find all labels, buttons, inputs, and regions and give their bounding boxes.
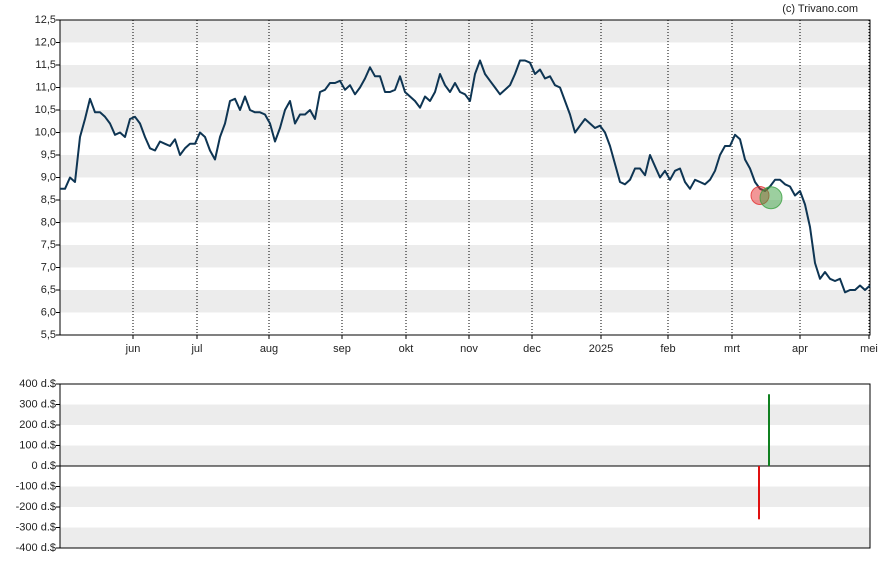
y-tick-label: 10,5 [35, 104, 56, 116]
y-tick-label: 7,5 [41, 239, 56, 251]
x-tick-label: aug [260, 343, 278, 355]
bar [758, 466, 760, 520]
y-tick-label: 0 d.$ [32, 460, 56, 472]
grid-stripe [60, 155, 870, 178]
y-tick-label: 400 d.$ [19, 378, 56, 390]
trade-marker [759, 186, 783, 210]
y-tick-label: 9,5 [41, 149, 56, 161]
y-tick-label: 8,0 [41, 216, 56, 228]
x-tick-label: sep [333, 343, 351, 355]
y-tick-label: 12,0 [35, 36, 56, 48]
x-tick-label: nov [460, 343, 478, 355]
x-tick-label: mei [860, 343, 878, 355]
x-tick-label: dec [523, 343, 541, 355]
price-line [60, 59, 871, 294]
bar [768, 394, 770, 466]
grid-stripe [60, 404, 870, 425]
y-tick-label: 9,0 [41, 171, 56, 183]
x-tick-label: mrt [724, 343, 740, 355]
grid-stripe [60, 245, 870, 268]
y-tick-label: 300 d.$ [19, 398, 56, 410]
y-tick-label: 6,0 [41, 306, 56, 318]
x-tick-label: jun [125, 343, 141, 355]
x-tick-label: jul [190, 343, 202, 355]
grid-stripe [60, 200, 870, 223]
y-tick-label: 6,5 [41, 284, 56, 296]
y-tick-label: 100 d.$ [19, 439, 56, 451]
grid-stripe [60, 290, 870, 313]
grid-stripe [60, 486, 870, 507]
y-tick-label: -400 d.$ [16, 542, 56, 554]
grid-stripe [60, 527, 870, 548]
credit: (c) Trivano.com [782, 3, 858, 15]
x-tick-label: feb [660, 343, 675, 355]
y-tick-label: 11,0 [35, 81, 56, 93]
grid-stripe [60, 65, 870, 88]
y-tick-label: -100 d.$ [16, 480, 56, 492]
y-tick-label: 10,0 [35, 126, 56, 138]
y-tick-label: 200 d.$ [19, 419, 56, 431]
x-tick-label: okt [399, 343, 414, 355]
grid-stripe [60, 445, 870, 466]
x-tick-label: 2025 [589, 343, 613, 355]
y-tick-label: 5,5 [41, 329, 56, 341]
y-tick-label: -300 d.$ [16, 521, 56, 533]
grid-stripe [60, 20, 870, 43]
x-tick-label: apr [792, 343, 808, 355]
plot-frame [59, 19, 871, 336]
y-tick-label: -200 d.$ [16, 501, 56, 513]
y-tick-label: 12,5 [35, 14, 56, 26]
y-tick-label: 11,5 [35, 59, 56, 71]
grid-stripe [60, 110, 870, 133]
y-tick-label: 8,5 [41, 194, 56, 206]
y-tick-label: 7,0 [41, 261, 56, 273]
